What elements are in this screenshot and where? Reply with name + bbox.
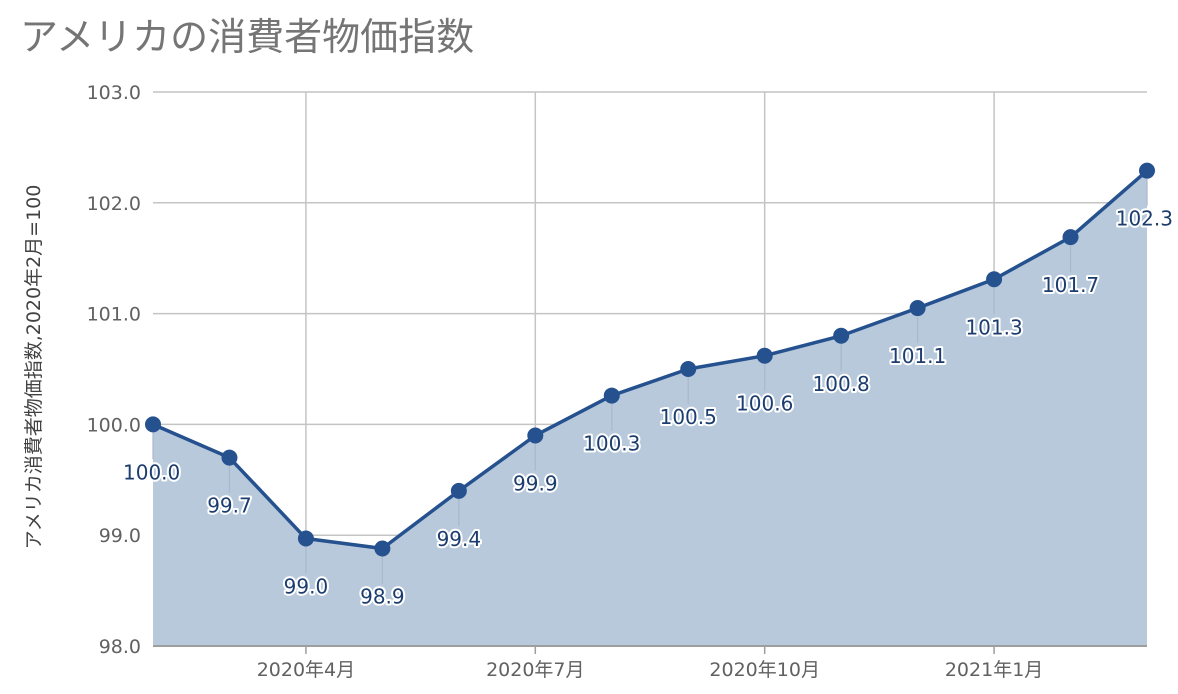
data-label: 99.4 (437, 527, 482, 551)
y-tick-label: 101.0 (87, 304, 141, 326)
data-label: 101.7 (1042, 273, 1099, 297)
data-label: 100.5 (660, 405, 717, 429)
x-tick-label: 2020年4月 (257, 659, 355, 681)
area-layer (145, 162, 1155, 646)
data-label: 100.6 (736, 392, 793, 416)
data-point (297, 530, 314, 547)
data-point (221, 449, 238, 466)
y-tick-label: 98.0 (99, 636, 141, 658)
data-label: 102.3 (1116, 207, 1173, 231)
y-axis-label: アメリカ消費者物価指数,2020年2月=100 (23, 185, 45, 550)
data-point (756, 347, 773, 364)
data-label: 99.9 (513, 471, 558, 495)
data-label: 101.3 (965, 315, 1022, 339)
data-point (1062, 229, 1079, 246)
data-label: 98.9 (360, 584, 405, 608)
data-point (603, 387, 620, 404)
data-point (450, 482, 467, 499)
data-point (986, 271, 1003, 288)
data-label: 100.8 (813, 372, 870, 396)
x-tick-label: 2020年7月 (486, 659, 584, 681)
data-point (1139, 162, 1155, 179)
data-label: 99.7 (207, 494, 252, 518)
axis-layer: 98.0 99.0 100.0 101.0 102.0 103.0 2020年4月 2020年… (87, 82, 1147, 681)
data-label: 101.1 (889, 344, 946, 368)
data-point (680, 361, 697, 377)
data-label-layer: 100.0 99.7 99.0 98.9 99.4 99.9 100.3 100.5 100.6… (121, 205, 1175, 611)
area-fill (153, 170, 1147, 646)
series-line (152, 169, 1149, 551)
x-tick-label: 2020年10月 (709, 659, 820, 681)
y-tick-label: 99.0 (99, 525, 141, 547)
data-point (145, 416, 161, 433)
data-point (833, 327, 850, 344)
data-label: 100.3 (583, 432, 640, 456)
y-tick-label: 102.0 (87, 193, 141, 215)
x-tick-label: 2021年1月 (945, 659, 1043, 681)
y-tick-label: 100.0 (87, 414, 141, 436)
y-tick-label: 103.0 (87, 82, 141, 104)
data-point (909, 300, 926, 317)
chart-title: アメリカの消費者物価指数 (20, 15, 475, 59)
data-label: 99.0 (284, 575, 329, 599)
data-point (527, 427, 544, 444)
data-point (374, 540, 391, 557)
data-label: 100.0 (123, 460, 180, 484)
